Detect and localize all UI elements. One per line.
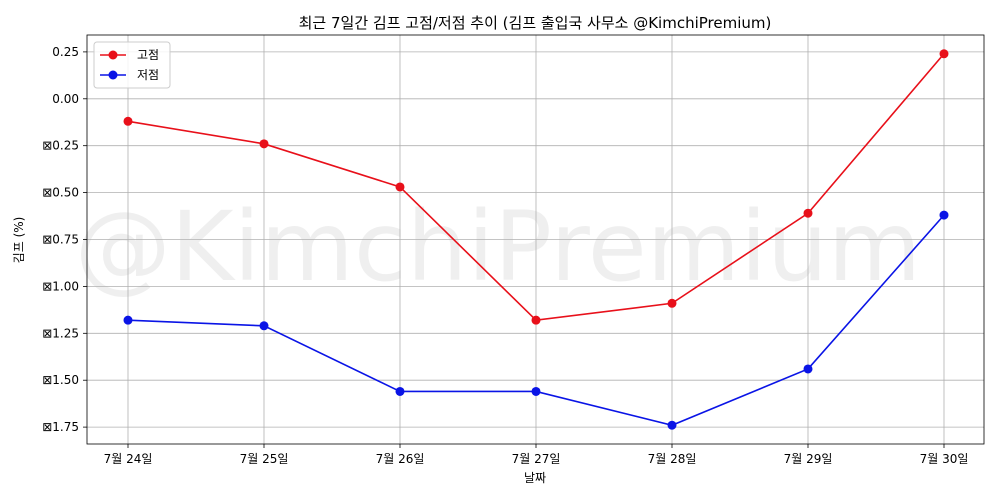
y-tick-label: 0.00 bbox=[52, 92, 79, 106]
data-point bbox=[939, 49, 949, 59]
chart-title: 최근 7일간 김프 고점/저점 추이 (김프 출입국 사무소 @KimchiPr… bbox=[299, 14, 772, 32]
x-tick-label: 7월 26일 bbox=[376, 452, 425, 466]
data-point bbox=[803, 364, 813, 374]
data-point bbox=[395, 182, 405, 192]
legend-label: 고점 bbox=[137, 48, 159, 62]
x-tick-label: 7월 29일 bbox=[784, 452, 833, 466]
y-tick-label: 0.25 bbox=[52, 45, 79, 59]
y-tick-label: ⊠0.25 bbox=[42, 139, 79, 153]
data-point bbox=[531, 315, 541, 325]
y-axis-ticks: 0.25 0.00 ⊠0.25 ⊠0.50 ⊠0.75 ⊠1.00 ⊠1.25 ⊠1.50 ⊠1… bbox=[42, 45, 87, 434]
data-point bbox=[667, 298, 677, 308]
data-point bbox=[123, 116, 133, 126]
x-tick-label: 7월 25일 bbox=[240, 452, 289, 466]
y-tick-label: ⊠1.75 bbox=[42, 420, 79, 434]
data-point bbox=[395, 386, 405, 396]
data-point bbox=[531, 386, 541, 396]
x-tick-label: 7월 30일 bbox=[920, 452, 969, 466]
x-tick-label: 7월 27일 bbox=[512, 452, 561, 466]
data-point bbox=[803, 208, 813, 218]
y-tick-label: ⊠1.25 bbox=[42, 326, 79, 340]
data-point bbox=[939, 210, 949, 220]
x-axis-label: 날짜 bbox=[524, 471, 546, 485]
x-tick-label: 7월 28일 bbox=[648, 452, 697, 466]
grid-lines bbox=[87, 35, 984, 444]
legend-marker bbox=[108, 50, 118, 60]
y-tick-label: ⊠1.50 bbox=[42, 373, 79, 387]
series-layer bbox=[123, 49, 949, 430]
x-tick-label: 7월 24일 bbox=[104, 452, 153, 466]
y-tick-label: ⊠0.50 bbox=[42, 186, 79, 200]
y-tick-label: ⊠0.75 bbox=[42, 233, 79, 247]
legend-marker bbox=[108, 70, 118, 80]
data-point bbox=[259, 139, 269, 149]
data-point bbox=[667, 420, 677, 430]
data-point bbox=[259, 321, 269, 331]
y-axis-label: 김프 (%) bbox=[12, 217, 26, 264]
legend-label: 저점 bbox=[137, 68, 159, 82]
y-tick-label: ⊠1.00 bbox=[42, 279, 79, 293]
data-point bbox=[123, 315, 133, 325]
x-axis-ticks: 7월 24일 7월 25일 7월 26일 7월 27일 7월 28일 7월 29일 7월 3… bbox=[104, 444, 969, 466]
watermark: @KimchiPremium bbox=[75, 191, 922, 303]
